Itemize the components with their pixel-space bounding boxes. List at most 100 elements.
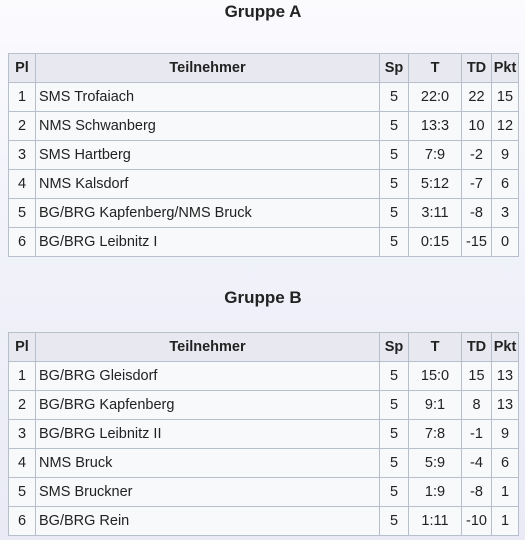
table-row: 3 SMS Hartberg 5 7:9 -2 9	[8, 140, 519, 170]
cell-sp: 5	[379, 227, 409, 257]
table-row: 1 BG/BRG Gleisdorf 5 15:0 15 13	[8, 361, 519, 391]
cell-pkt: 13	[491, 390, 519, 420]
table-row: 5 BG/BRG Kapfenberg/NMS Bruck 5 3:11 -8 …	[8, 198, 519, 228]
header-name: Teilnehmer	[35, 53, 380, 83]
header-pl: Pl	[8, 332, 36, 362]
cell-td: 10	[461, 111, 492, 141]
cell-name: BG/BRG Rein	[35, 506, 380, 536]
cell-pkt: 0	[491, 227, 519, 257]
cell-pl: 5	[8, 477, 36, 507]
cell-t: 7:9	[408, 140, 462, 170]
group-title: Gruppe A	[224, 2, 302, 21]
cell-td: 8	[461, 390, 492, 420]
cell-sp: 5	[379, 82, 409, 112]
cell-td: -8	[461, 477, 492, 507]
cell-t: 5:9	[408, 448, 462, 478]
header-t: T	[408, 53, 462, 83]
cell-sp: 5	[379, 419, 409, 449]
cell-pl: 6	[8, 506, 36, 536]
header-t: T	[408, 332, 462, 362]
cell-name: NMS Schwanberg	[35, 111, 380, 141]
cell-t: 1:9	[408, 477, 462, 507]
cell-pl: 1	[8, 82, 36, 112]
cell-pkt: 15	[491, 82, 519, 112]
cell-t: 15:0	[408, 361, 462, 391]
cell-sp: 5	[379, 448, 409, 478]
cell-td: -2	[461, 140, 492, 170]
header-sp: Sp	[379, 53, 409, 83]
cell-sp: 5	[379, 169, 409, 199]
header-td: TD	[461, 332, 492, 362]
cell-td: 15	[461, 361, 492, 391]
cell-pl: 5	[8, 198, 36, 228]
cell-td: -7	[461, 169, 492, 199]
table-row: 5 SMS Bruckner 5 1:9 -8 1	[8, 477, 519, 507]
table-row: 2 BG/BRG Kapfenberg 5 9:1 8 13	[8, 390, 519, 420]
cell-pl: 1	[8, 361, 36, 391]
cell-name: BG/BRG Kapfenberg	[35, 390, 380, 420]
table-row: 1 SMS Trofaiach 5 22:0 22 15	[8, 82, 519, 112]
table-row: 6 BG/BRG Leibnitz I 5 0:15 -15 0	[8, 227, 519, 257]
cell-name: SMS Hartberg	[35, 140, 380, 170]
cell-t: 22:0	[408, 82, 462, 112]
cell-sp: 5	[379, 477, 409, 507]
cell-pkt: 1	[491, 477, 519, 507]
cell-name: SMS Bruckner	[35, 477, 380, 507]
cell-td: -15	[461, 227, 492, 257]
standings-table: Pl Teilnehmer Sp T TD Pkt 1 BG/BRG Gleis…	[8, 332, 519, 536]
cell-pkt: 13	[491, 361, 519, 391]
cell-sp: 5	[379, 506, 409, 536]
cell-sp: 5	[379, 140, 409, 170]
table-row: 3 BG/BRG Leibnitz II 5 7:8 -1 9	[8, 419, 519, 449]
header-td: TD	[461, 53, 492, 83]
cell-name: SMS Trofaiach	[35, 82, 380, 112]
header-pkt: Pkt	[491, 332, 519, 362]
cell-pkt: 9	[491, 140, 519, 170]
cell-td: -1	[461, 419, 492, 449]
header-row: Pl Teilnehmer Sp T TD Pkt	[8, 332, 519, 362]
cell-pkt: 6	[491, 448, 519, 478]
cell-t: 0:15	[408, 227, 462, 257]
cell-td: -8	[461, 198, 492, 228]
cell-pl: 3	[8, 140, 36, 170]
table-row: 4 NMS Kalsdorf 5 5:12 -7 6	[8, 169, 519, 199]
header-pl: Pl	[8, 53, 36, 83]
header-sp: Sp	[379, 332, 409, 362]
cell-td: 22	[461, 82, 492, 112]
cell-sp: 5	[379, 361, 409, 391]
cell-t: 7:8	[408, 419, 462, 449]
cell-name: BG/BRG Gleisdorf	[35, 361, 380, 391]
cell-t: 13:3	[408, 111, 462, 141]
cell-name: BG/BRG Kapfenberg/NMS Bruck	[35, 198, 380, 228]
cell-t: 3:11	[408, 198, 462, 228]
group-title: Gruppe B	[224, 288, 302, 307]
header-row: Pl Teilnehmer Sp T TD Pkt	[8, 53, 519, 83]
cell-sp: 5	[379, 390, 409, 420]
group-b: Gruppe B Pl Teilnehmer Sp T TD Pkt 1 BG/…	[8, 286, 519, 536]
cell-td: -10	[461, 506, 492, 536]
cell-sp: 5	[379, 198, 409, 228]
header-pkt: Pkt	[491, 53, 519, 83]
standings-table: Pl Teilnehmer Sp T TD Pkt 1 SMS Trofaiac…	[8, 53, 519, 257]
table-row: 6 BG/BRG Rein 5 1:11 -10 1	[8, 506, 519, 536]
cell-pl: 6	[8, 227, 36, 257]
cell-td: -4	[461, 448, 492, 478]
cell-name: BG/BRG Leibnitz II	[35, 419, 380, 449]
cell-pl: 2	[8, 111, 36, 141]
cell-t: 5:12	[408, 169, 462, 199]
cell-pl: 4	[8, 169, 36, 199]
cell-sp: 5	[379, 111, 409, 141]
cell-pl: 3	[8, 419, 36, 449]
cell-name: BG/BRG Leibnitz I	[35, 227, 380, 257]
cell-pkt: 9	[491, 419, 519, 449]
cell-pl: 2	[8, 390, 36, 420]
group-a: Gruppe A Pl Teilnehmer Sp T TD Pkt 1 SMS…	[8, 0, 519, 257]
cell-pkt: 6	[491, 169, 519, 199]
cell-t: 9:1	[408, 390, 462, 420]
header-name: Teilnehmer	[35, 332, 380, 362]
cell-t: 1:11	[408, 506, 462, 536]
cell-name: NMS Kalsdorf	[35, 169, 380, 199]
table-row: 4 NMS Bruck 5 5:9 -4 6	[8, 448, 519, 478]
cell-pkt: 12	[491, 111, 519, 141]
cell-pkt: 3	[491, 198, 519, 228]
